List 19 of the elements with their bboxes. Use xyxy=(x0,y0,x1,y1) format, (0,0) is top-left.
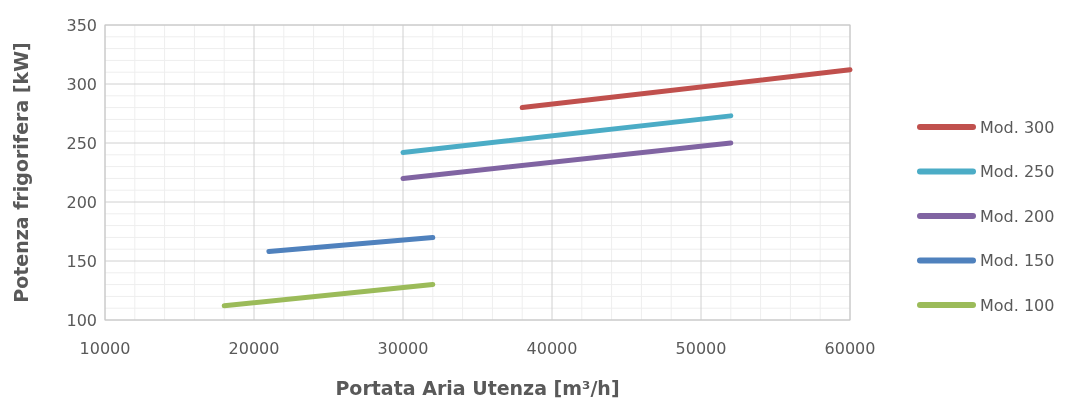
legend-label: Mod. 250 xyxy=(980,162,1055,181)
legend-label: Mod. 300 xyxy=(980,117,1055,137)
x-tick-label: 10000 xyxy=(79,339,131,358)
legend-label: Mod. 100 xyxy=(980,295,1055,315)
y-tick-label: 350 xyxy=(66,15,97,35)
x-tick-label: 60000 xyxy=(824,339,876,358)
x-tick-label: 30000 xyxy=(377,339,429,358)
y-tick-label: 200 xyxy=(66,192,97,212)
y-axis-title: Potenza frigorifera [kW] xyxy=(10,42,32,303)
y-tick-label: 300 xyxy=(66,74,97,94)
legend-label: Mod. 150 xyxy=(980,251,1055,270)
y-tick-label: 250 xyxy=(66,133,97,153)
legend-label: Mod. 200 xyxy=(980,206,1055,226)
x-tick-label: 40000 xyxy=(526,339,578,358)
x-tick-label: 50000 xyxy=(675,339,727,358)
x-tick-label: 20000 xyxy=(228,339,280,358)
x-axis-title: Portata Aria Utenza [m³/h] xyxy=(335,377,620,399)
y-tick-label: 100 xyxy=(66,310,97,330)
y-tick-label: 150 xyxy=(66,251,97,271)
